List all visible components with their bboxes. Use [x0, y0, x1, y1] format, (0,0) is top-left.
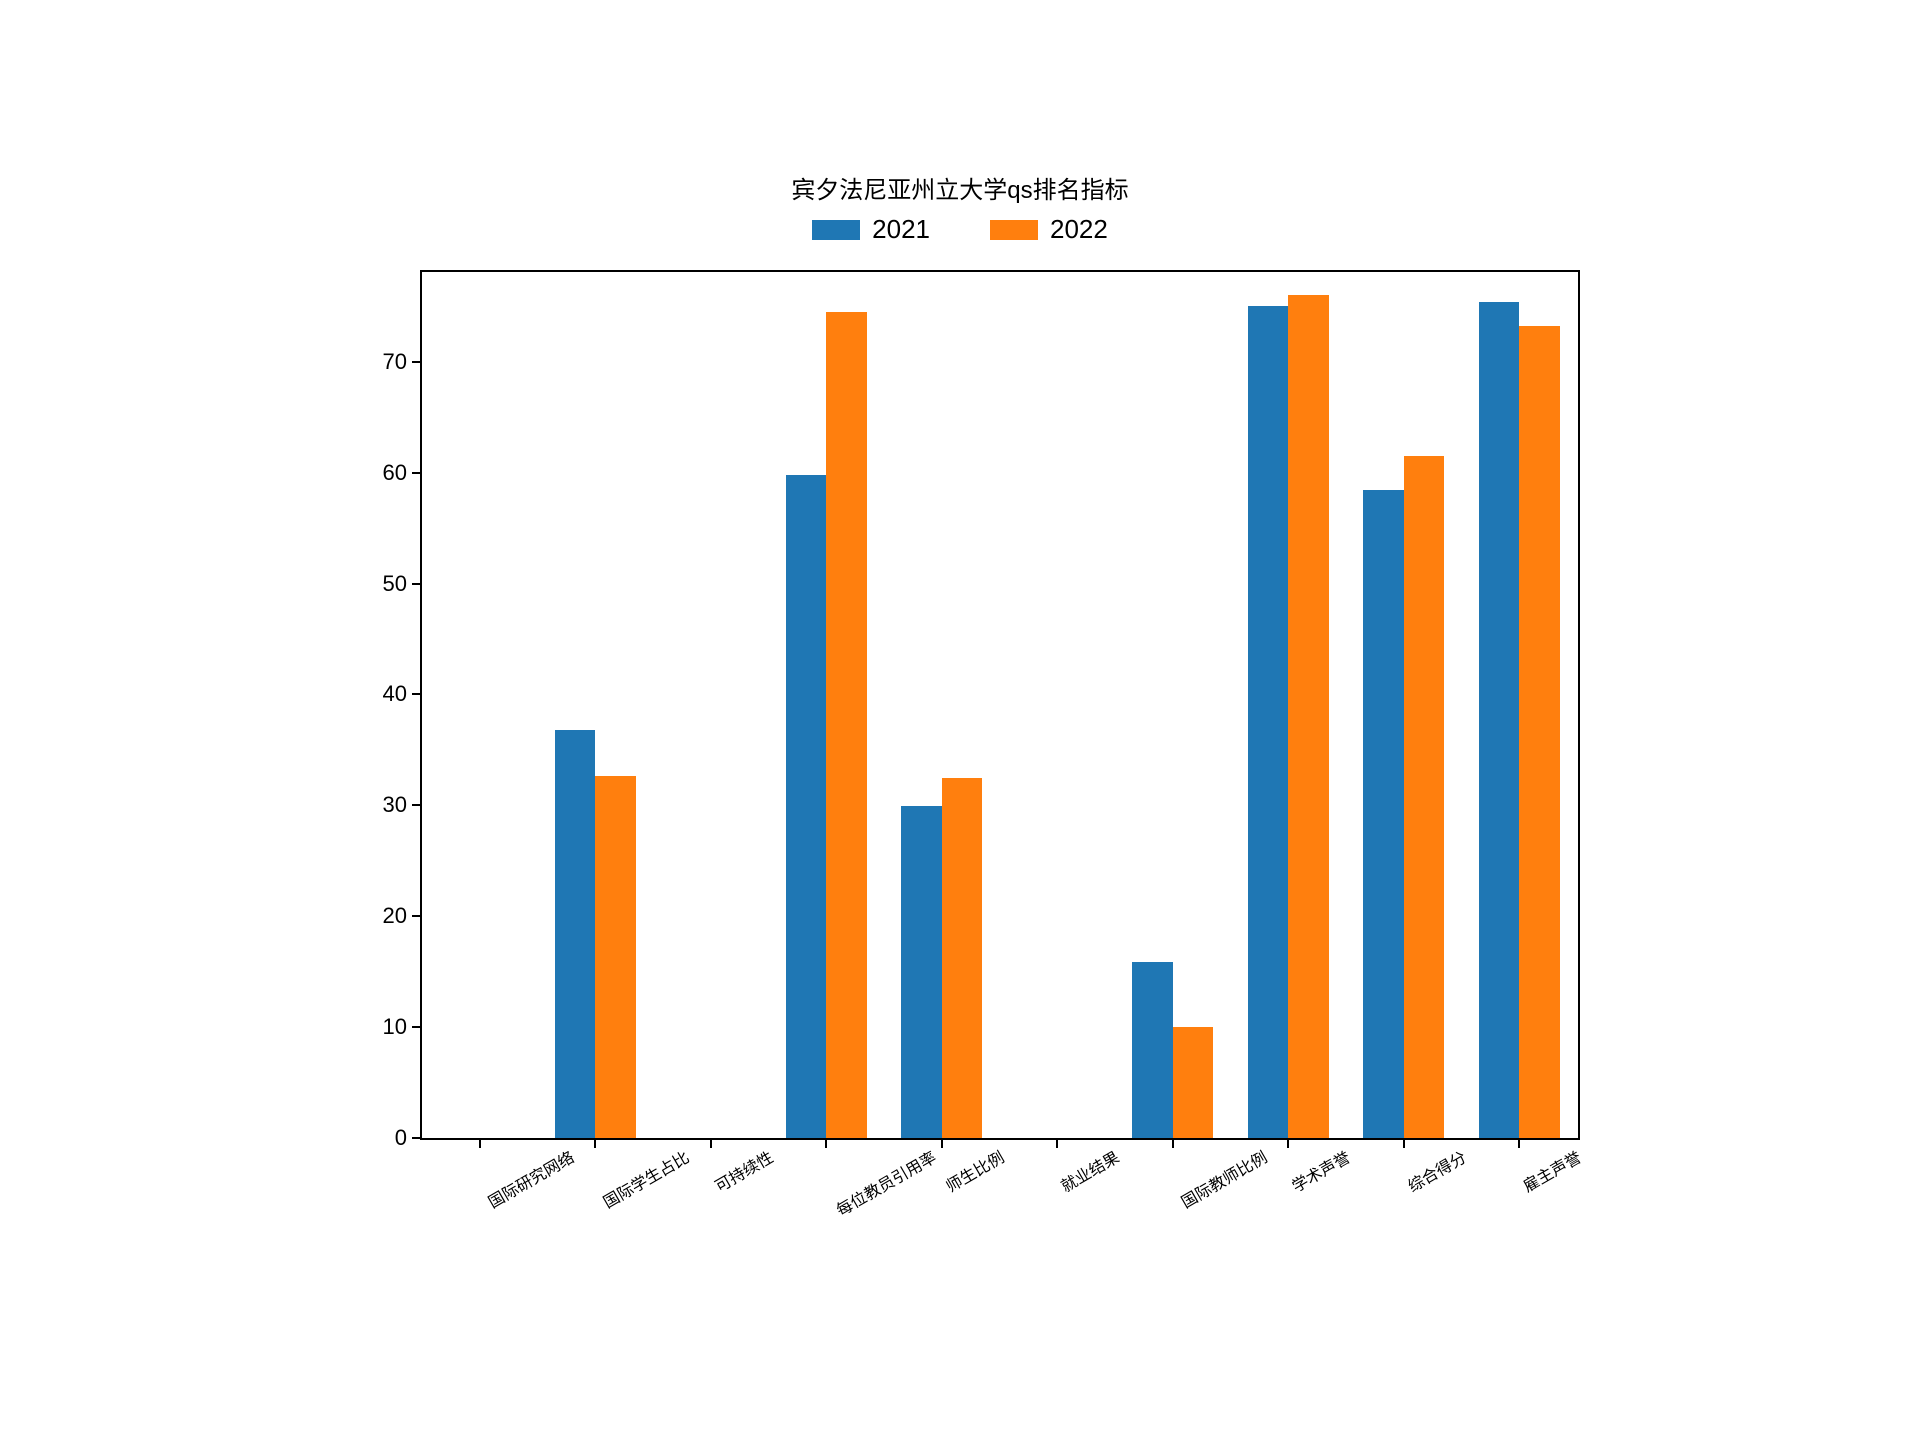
- x-tick: [1172, 1138, 1174, 1148]
- y-tick-label: 40: [357, 681, 407, 707]
- bar-2022-7: [1288, 295, 1328, 1138]
- y-tick-label: 50: [357, 571, 407, 597]
- x-tick-label: 每位教员引用率: [831, 1144, 940, 1221]
- y-tick-label: 60: [357, 460, 407, 486]
- x-tick-label: 可持续性: [709, 1144, 776, 1197]
- y-tick: [412, 1026, 422, 1028]
- x-tick-label: 学术声誉: [1287, 1144, 1354, 1197]
- x-tick: [1056, 1138, 1058, 1148]
- chart-container: 宾夕法尼亚州立大学qs排名指标 2021 2022 01020304050607…: [310, 170, 1610, 1270]
- bar-2022-9: [1519, 326, 1559, 1138]
- legend-label-2022: 2022: [1050, 214, 1108, 245]
- x-tick-label: 国际教师比例: [1176, 1144, 1271, 1213]
- y-tick: [412, 361, 422, 363]
- bar-2022-1: [595, 776, 635, 1138]
- x-tick: [825, 1138, 827, 1148]
- x-tick: [1403, 1138, 1405, 1148]
- legend-item-2021: 2021: [812, 214, 930, 245]
- bar-2021-8: [1363, 490, 1403, 1138]
- x-tick: [710, 1138, 712, 1148]
- y-tick: [412, 804, 422, 806]
- x-tick-label: 雇主声誉: [1518, 1144, 1585, 1197]
- bar-2021-7: [1248, 306, 1288, 1138]
- legend-swatch-2021: [812, 220, 860, 240]
- chart-title: 宾夕法尼亚州立大学qs排名指标: [310, 170, 1610, 205]
- bar-2022-6: [1173, 1027, 1213, 1138]
- x-tick-label: 就业结果: [1056, 1144, 1123, 1197]
- x-tick-label: 国际学生占比: [598, 1144, 693, 1213]
- x-tick-label: 国际研究网络: [483, 1144, 578, 1213]
- y-tick: [412, 472, 422, 474]
- legend: 2021 2022: [310, 214, 1610, 245]
- y-tick: [412, 915, 422, 917]
- legend-label-2021: 2021: [872, 214, 930, 245]
- y-tick-label: 10: [357, 1014, 407, 1040]
- bar-2021-3: [786, 475, 826, 1138]
- x-tick: [941, 1138, 943, 1148]
- x-tick: [594, 1138, 596, 1148]
- y-tick-label: 20: [357, 903, 407, 929]
- x-tick-label: 师生比例: [940, 1144, 1007, 1197]
- bar-2022-3: [826, 312, 866, 1138]
- bar-2021-1: [555, 730, 595, 1138]
- y-tick: [412, 693, 422, 695]
- y-tick-label: 70: [357, 349, 407, 375]
- bar-2021-9: [1479, 302, 1519, 1138]
- x-tick-label: 综合得分: [1402, 1144, 1469, 1197]
- bar-2021-4: [901, 806, 941, 1138]
- plot-area: 010203040506070国际研究网络国际学生占比可持续性每位教员引用率师生…: [420, 270, 1580, 1140]
- y-tick-label: 30: [357, 792, 407, 818]
- bar-2021-6: [1132, 962, 1172, 1138]
- y-tick-label: 0: [357, 1125, 407, 1151]
- legend-item-2022: 2022: [990, 214, 1108, 245]
- x-tick: [1518, 1138, 1520, 1148]
- y-tick: [412, 1137, 422, 1139]
- x-tick: [479, 1138, 481, 1148]
- x-tick: [1287, 1138, 1289, 1148]
- bar-2022-4: [942, 778, 982, 1138]
- legend-swatch-2022: [990, 220, 1038, 240]
- y-tick: [412, 583, 422, 585]
- bar-2022-8: [1404, 456, 1444, 1138]
